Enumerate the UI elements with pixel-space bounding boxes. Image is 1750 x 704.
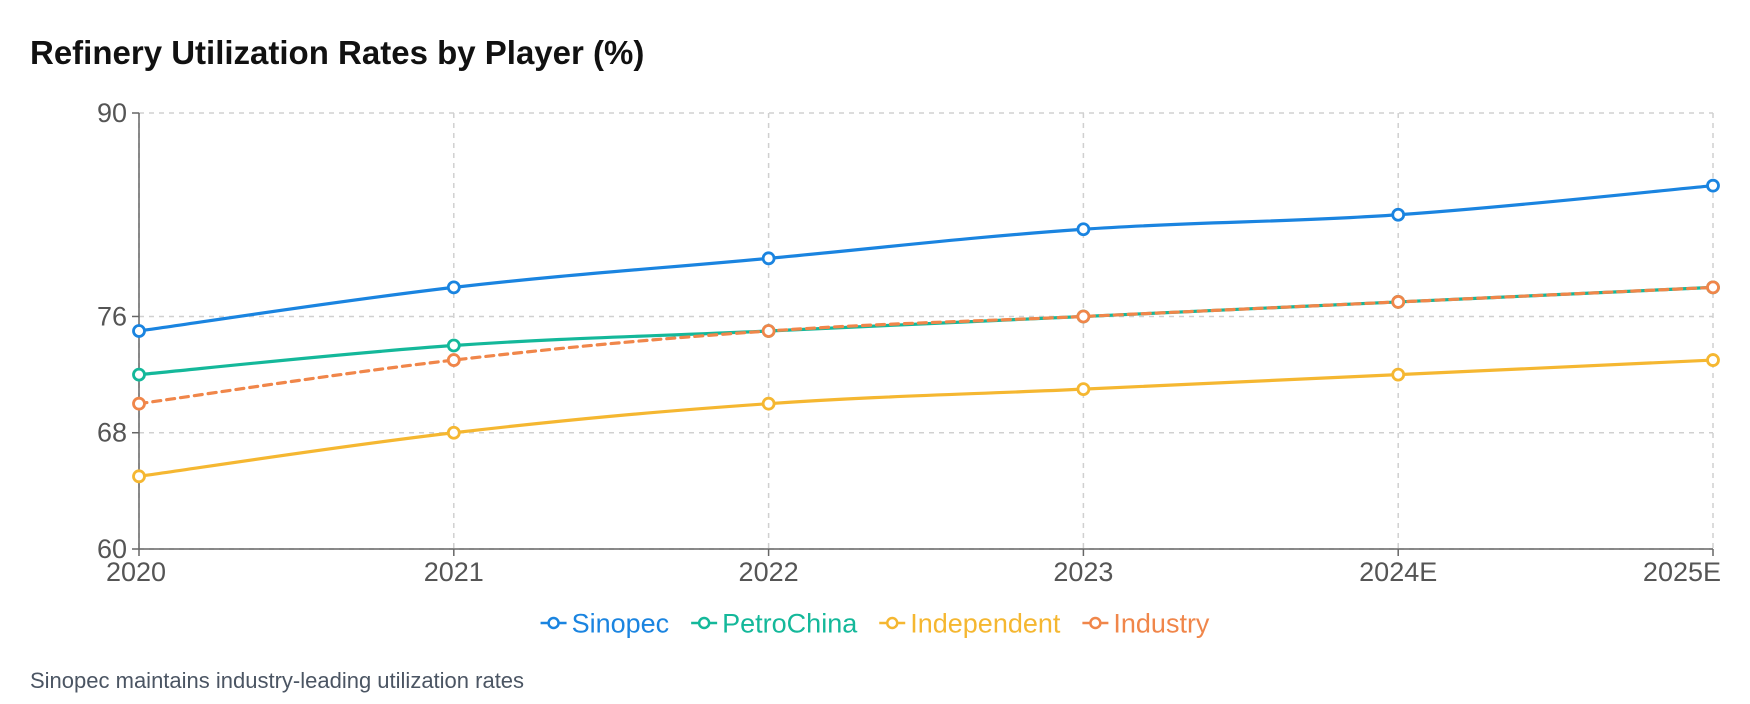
data-point-independent [1706,353,1720,367]
data-point-petrochina [132,367,146,382]
data-point-industry [1076,309,1091,324]
data-point-sinopec [132,324,146,338]
data-point-petrochina [446,338,461,353]
data-point-independent [1076,382,1091,397]
data-point-industry [1706,280,1720,295]
data-point-industry [761,324,776,338]
legend-item-petrochina[interactable]: PetroChina [691,609,858,639]
series-line-petrochina [137,285,1715,377]
chart-footnote: Sinopec maintains industry-leading utili… [30,668,525,693]
x-tick-label: 2024E [1359,557,1437,587]
legend-marker-dot [547,616,560,630]
y-tick-label: 60 [97,534,127,564]
grid-lines [138,112,1714,550]
y-tick-label: 76 [97,301,127,331]
data-point-sinopec [761,251,776,266]
data-point-industry [446,353,461,367]
x-tick-label: 2023 [1053,557,1113,587]
legend-marker-dot [697,616,711,630]
series-lines [132,178,1720,484]
x-tick-label: 2020 [106,557,166,587]
legend-label: Sinopec [572,609,670,639]
data-point-independent [132,469,146,484]
data-point-industry [1391,295,1406,309]
data-point-sinopec [1076,222,1091,237]
y-tick-label: 68 [97,418,127,448]
axes [132,112,1714,556]
data-point-independent [1391,367,1406,382]
data-point-independent [446,425,461,440]
data-point-sinopec [1706,178,1720,193]
legend-item-industry[interactable]: Industry [1082,609,1210,639]
series-line-independent [137,358,1715,478]
x-tick-label: 2021 [424,557,484,587]
legend-label: Independent [910,609,1061,639]
legend-marker-dot [1089,616,1102,630]
series-line-industry [137,285,1715,406]
legend[interactable]: Sinopec PetroChina Independent Industry [540,609,1210,639]
legend-label: PetroChina [722,609,858,639]
y-tick-labels: 60 68 76 90 [97,98,127,564]
chart-title: Refinery Utilization Rates by Player (%) [30,34,645,71]
x-tick-label: 2022 [739,557,799,587]
legend-label: Industry [1113,609,1210,639]
data-point-independent [761,396,776,411]
data-point-sinopec [446,280,461,295]
legend-item-sinopec[interactable]: Sinopec [540,609,670,639]
x-tick-label: 2025E [1643,557,1721,587]
data-point-industry [132,396,146,411]
data-point-sinopec [1391,207,1406,222]
legend-item-independent[interactable]: Independent [879,609,1061,639]
y-tick-label: 90 [97,98,127,128]
legend-marker-dot [885,616,899,630]
series-line-sinopec [137,184,1715,333]
x-tick-labels: 2020 2021 2022 2023 2024E 2025E [106,557,1721,587]
